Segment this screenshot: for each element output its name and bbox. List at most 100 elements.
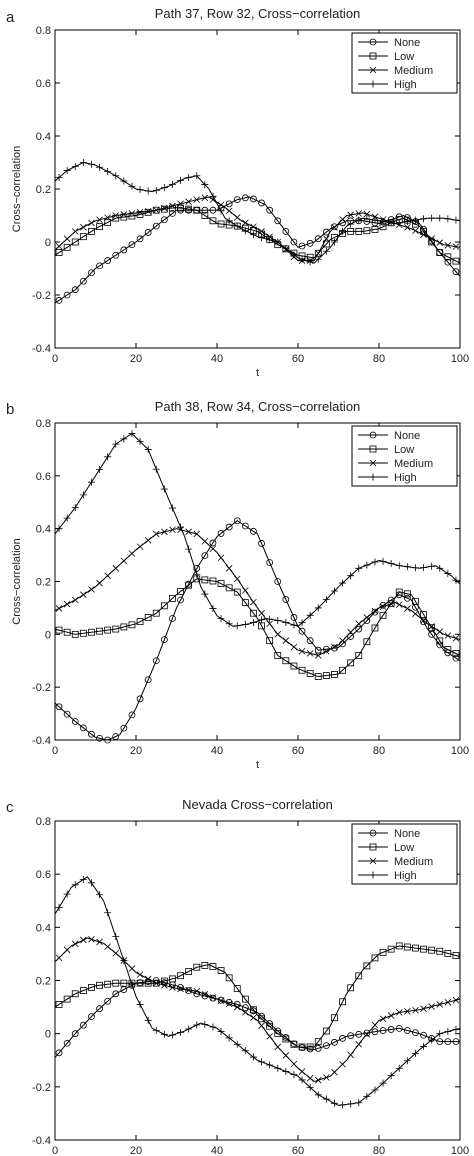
y-tick-label: -0.4 [32,735,51,747]
data-point-medium [355,210,363,217]
y-tick-label: -0.4 [32,1135,51,1147]
data-point-low [420,945,427,953]
x-tick-label: 40 [211,745,223,757]
data-point-medium [71,940,79,948]
data-point-medium [136,209,144,216]
data-point-medium [371,1021,379,1029]
data-point-low [241,995,249,1003]
data-point-low [96,981,103,989]
legend-label: High [394,472,417,484]
x-tick-label: 80 [373,353,385,365]
data-point-medium [88,936,95,943]
data-point-high [96,163,104,171]
x-axis-label: t [256,759,259,771]
data-point-low [233,985,241,992]
legend-entry-low: Low [358,444,414,456]
data-point-low [88,227,95,235]
data-point-medium [104,214,111,221]
data-point-low [63,628,71,636]
data-point-high [55,903,63,911]
data-point-none [71,286,79,294]
data-point-none [258,199,265,207]
chart-panel-c: c Nevada Cross−correlation 0 20 40 60 80 100 -0.… [6,797,469,1156]
data-point-medium [250,598,257,606]
data-point-none [306,239,314,247]
data-point-medium [169,202,176,210]
y-tick-label: 0.6 [36,869,51,881]
legend-entry-medium: Medium [358,458,433,470]
series-medium [54,526,461,659]
data-point-medium [71,228,79,235]
data-point-high [209,192,217,200]
panel-letter: c [6,799,14,816]
data-point-none [339,1034,346,1042]
chart-panel-a: a Path 37, Row 32, Cross−correlation 0 20 40… [6,6,469,379]
data-point-medium [55,954,63,962]
x-tick-label: 80 [373,745,385,757]
data-point-high [371,216,379,224]
data-point-none [104,257,112,264]
data-point-medium [420,1005,427,1012]
data-point-medium [404,1008,411,1015]
data-point-low [209,217,217,225]
data-point-low [160,977,168,985]
data-point-medium [96,938,103,946]
data-point-medium [387,600,395,608]
data-point-low [452,952,460,959]
x-tick-label: 0 [52,745,58,757]
data-point-high [436,1030,444,1038]
data-point-none [201,552,209,560]
data-point-low [96,223,103,231]
data-point-low [355,652,363,659]
data-point-medium [233,214,241,221]
data-point-medium [331,224,338,231]
data-point-none [160,636,168,644]
data-point-low [298,1043,306,1051]
data-point-low [185,205,193,213]
data-point-high [112,440,120,448]
data-point-low [452,650,460,657]
data-point-none [250,527,257,535]
data-point-none [79,1021,87,1029]
data-point-medium [331,643,338,651]
legend-box [351,32,458,94]
data-point-medium [104,572,111,579]
data-point-high [420,564,428,572]
data-point-high [306,258,314,266]
data-point-low [371,624,379,632]
data-point-medium [209,994,217,1001]
data-point-high [403,563,411,571]
data-point-high [282,618,290,626]
data-point-none [225,523,233,531]
data-point-none [428,630,436,638]
data-point-none [371,608,379,616]
data-point-medium [387,1012,395,1019]
data-point-high [249,231,257,239]
data-point-none [144,229,152,236]
data-point-none [136,695,144,703]
data-point-medium [217,554,225,562]
data-point-low [363,227,371,235]
data-point-high [395,562,403,570]
data-point-high [185,1025,193,1033]
legend-label: None [394,430,420,442]
data-point-high [217,614,225,622]
data-point-low [185,968,193,975]
data-point-high [403,217,411,225]
series-high [54,875,461,1109]
data-point-none [209,539,217,547]
x-tick-label: 60 [292,1145,304,1156]
data-point-high [233,222,241,230]
data-point-medium [201,991,209,998]
data-point-high [160,485,168,493]
y-tick-label: 0.2 [36,577,51,589]
data-point-medium [444,242,452,249]
data-point-none [160,216,168,224]
data-point-low [274,652,282,659]
data-point-none [403,1027,411,1034]
data-point-high [63,166,71,174]
data-point-low [144,979,152,987]
data-point-high [177,176,185,184]
data-point-none [217,530,225,537]
data-point-high [306,1083,314,1091]
